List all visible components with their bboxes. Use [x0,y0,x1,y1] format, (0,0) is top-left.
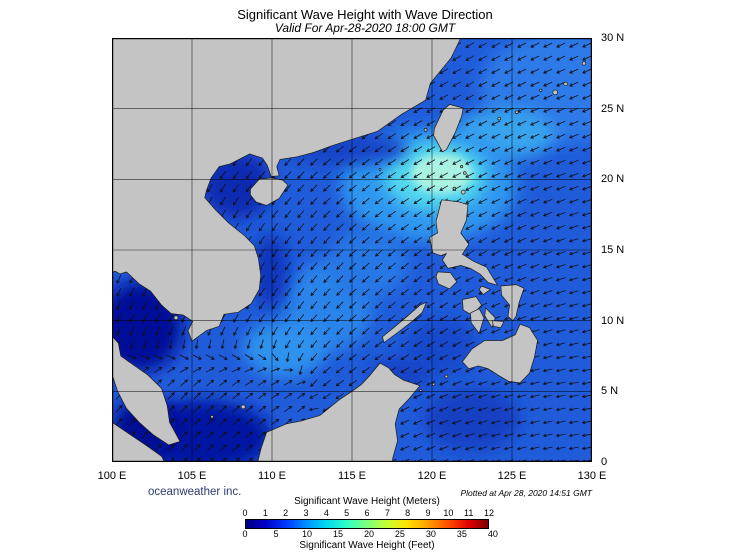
meters-label: Significant Wave Height (Meters) [294,496,440,507]
feet-tick-value: 25 [394,529,405,539]
land-layer [112,38,587,462]
meters-tick-value: 12 [483,508,495,518]
chart-title: Significant Wave Height with Wave Direct… [237,7,493,22]
y-tick-label: 30 N [601,32,625,44]
meters-tick-value: 5 [344,508,350,518]
feet-tick-value: 15 [332,529,344,539]
y-tick-label: 10 N [601,314,625,327]
y-tick-label: 0 [601,456,608,468]
colorbar [245,519,489,529]
grid-lines [112,38,592,462]
meters-tick-value: 0 [242,508,248,518]
meters-tick-value: 2 [283,508,289,518]
y-tick-label: 25 N [601,102,625,115]
feet-tick-row: 0 5 10 15 20 25 30 35 40 [242,529,497,540]
meters-tick-value: 3 [303,508,309,518]
meters-tick-value: 8 [405,508,411,518]
feet-tick-value: 10 [301,529,313,539]
meters-tick-value: 1 [262,508,268,518]
meters-tick-value: 9 [425,508,431,518]
x-tick-label: 100 E [97,470,127,482]
map-canvas [112,38,592,462]
feet-label: Significant Wave Height (Feet) [299,540,435,551]
y-tick-label: 15 N [601,244,625,256]
meters-tick-value: 4 [323,508,329,518]
meters-tick-row: 0 1 2 3 4 5 6 7 8 9 10 11 12 [242,508,494,519]
x-tick-label: 110 E [258,470,286,482]
feet-tick-value: 35 [456,529,467,539]
feet-tick-value: 0 [242,529,248,539]
map-frame [112,38,592,462]
feet-tick-value: 5 [273,529,279,539]
x-tick-label: 105 E [177,470,207,482]
x-tick-label: 130 E [577,470,607,482]
x-tick-label: 125 E [497,470,527,482]
feet-tick-value: 20 [363,529,375,539]
meters-tick-value: 11 [463,508,474,518]
chart-subtitle: Valid For Apr-28-2020 18:00 GMT [274,21,456,35]
x-tick-label: 115 E [338,470,366,482]
wave-height-field [112,38,592,462]
plotted-timestamp: Plotted at Apr 28, 2020 14:51 GMT [460,488,592,498]
y-tick-label: 5 N [601,385,619,398]
meters-tick-value: 10 [443,508,454,518]
feet-tick-value: 40 [487,529,498,539]
meters-tick-value: 7 [384,508,390,518]
y-tick-label: 20 N [601,173,625,186]
credit-text: oceanweather inc. [148,486,242,498]
feet-tick-value: 30 [425,529,436,539]
x-tick-label: 120 E [417,470,447,482]
meters-tick-value: 6 [364,508,370,518]
